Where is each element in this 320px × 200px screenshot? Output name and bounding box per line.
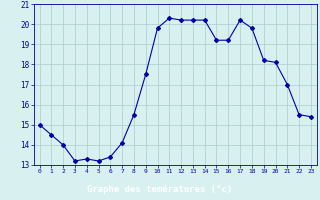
- Text: Graphe des temératures (°c): Graphe des temératures (°c): [87, 185, 233, 194]
